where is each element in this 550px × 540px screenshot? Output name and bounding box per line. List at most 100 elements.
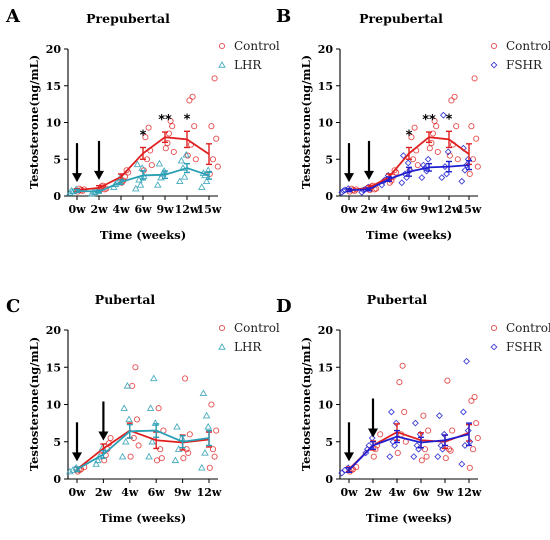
- data-point: [164, 140, 171, 147]
- data-point: [162, 145, 169, 152]
- x-tick-label: 9w: [436, 486, 454, 499]
- data-point: [428, 140, 435, 147]
- legend-marker: [490, 61, 498, 69]
- data-point: [410, 453, 418, 461]
- series-line-fshr: [348, 433, 470, 471]
- legend-label: LHR: [234, 58, 262, 72]
- data-point: [199, 389, 208, 397]
- legend-label: Control: [506, 39, 550, 53]
- data-point: [67, 186, 76, 194]
- data-point: [107, 434, 114, 442]
- data-point: [466, 438, 474, 446]
- data-point: [211, 75, 218, 82]
- y-axis-label: Testosterone(ng/mL): [299, 55, 313, 189]
- legend-marker: [490, 42, 498, 50]
- x-tick-label: 6w: [412, 486, 430, 499]
- x-tick-label: 2w: [360, 203, 378, 216]
- y-tick-label: 15: [46, 80, 61, 93]
- y-tick-label: 10: [46, 117, 62, 130]
- data-point: [208, 401, 215, 408]
- legend: Control FSHR: [490, 39, 550, 72]
- data-point: [148, 437, 156, 445]
- data-point: [192, 156, 199, 163]
- x-tick-label: 0w: [340, 486, 358, 499]
- y-tick-label: 5: [325, 153, 333, 166]
- data-point: [438, 174, 446, 182]
- data-point: [440, 430, 448, 438]
- chart-title: Prepubertal: [359, 11, 443, 26]
- y-tick-label: 20: [318, 324, 334, 337]
- series-line-control: [348, 136, 470, 192]
- y-tick-label: 10: [318, 399, 334, 412]
- data-point: [180, 172, 189, 180]
- y-tick-label: 20: [46, 324, 62, 337]
- data-point: [145, 124, 152, 131]
- data-point: [461, 166, 469, 174]
- arrow-head: [344, 452, 354, 462]
- data-point: [148, 162, 155, 169]
- data-point: [171, 456, 180, 464]
- series-lhr: [66, 374, 212, 475]
- data-point: [399, 152, 407, 160]
- data-point: [399, 362, 406, 369]
- chart-title: Pubertal: [367, 292, 428, 307]
- data-point: [153, 457, 161, 464]
- series-control: [346, 362, 481, 475]
- data-point: [353, 464, 360, 471]
- data-point: [426, 145, 433, 152]
- data-point: [444, 377, 451, 384]
- data-point: [142, 134, 149, 141]
- chart-title: Prepubertal: [86, 11, 170, 26]
- data-point: [418, 457, 425, 464]
- data-point: [66, 467, 74, 475]
- x-tick-label: 12w: [457, 486, 482, 499]
- data-point: [439, 111, 447, 119]
- data-point: [157, 173, 165, 181]
- data-point: [449, 427, 456, 434]
- x-tick-label: 2w: [364, 486, 382, 499]
- data-point: [204, 422, 212, 430]
- legend-label: Control: [506, 321, 550, 335]
- chart-panel-c: C Pubertal 0 5 10 15 20 0w 2w 4w 6w 9w 12w Time (week…: [6, 292, 280, 525]
- data-point: [213, 135, 220, 142]
- arrow-head: [98, 431, 109, 441]
- data-point: [398, 179, 406, 187]
- arrow-head: [94, 170, 104, 180]
- data-point: [474, 434, 481, 442]
- data-point: [209, 446, 217, 453]
- x-tick-label: 9w: [174, 486, 192, 499]
- y-tick-label: 15: [318, 80, 333, 93]
- data-point: [120, 404, 128, 411]
- data-point: [180, 455, 187, 462]
- y-axis-label: Testosterone(ng/mL): [299, 337, 313, 471]
- data-point: [186, 431, 193, 438]
- x-axis-label: Time (weeks): [100, 511, 186, 525]
- data-point: [420, 412, 427, 419]
- data-point: [177, 156, 186, 164]
- y-tick-label: 15: [46, 361, 61, 374]
- data-point: [213, 427, 220, 434]
- data-point: [473, 420, 480, 427]
- arrow-head: [72, 173, 82, 183]
- y-tick-label: 0: [53, 473, 61, 486]
- data-point: [377, 431, 384, 438]
- y-tick-label: 5: [53, 153, 61, 166]
- x-tick-label: 4w: [112, 203, 130, 216]
- y-tick-label: 5: [53, 436, 61, 449]
- data-point: [386, 453, 394, 461]
- x-tick-label: 6w: [400, 203, 418, 216]
- data-point: [208, 123, 215, 130]
- x-tick-label: 2w: [90, 203, 108, 216]
- data-point: [211, 453, 218, 460]
- data-point: [392, 419, 400, 427]
- x-tick-label: 6w: [134, 203, 152, 216]
- data-point: [435, 412, 443, 420]
- data-point: [146, 404, 155, 411]
- data-point: [183, 446, 190, 453]
- y-tick-label: 20: [318, 43, 334, 56]
- data-point: [391, 442, 399, 449]
- data-point: [198, 183, 206, 190]
- data-point: [165, 130, 173, 137]
- data-point: [201, 449, 209, 456]
